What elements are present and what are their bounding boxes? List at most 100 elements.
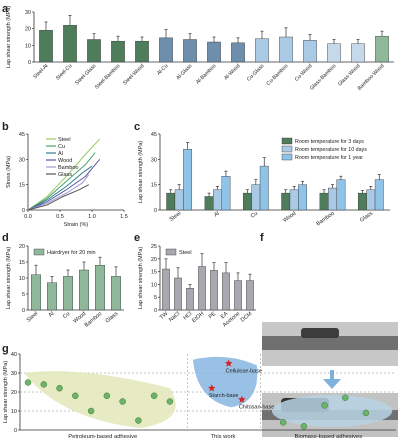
- a-bar: [327, 43, 341, 63]
- g-group-label: This work: [211, 434, 236, 440]
- b-y-tick-label: 15: [19, 183, 25, 189]
- d-x-tick-label: Cu: [62, 311, 71, 320]
- b-series-line: [27, 184, 90, 211]
- g-point-thiswork-star: [224, 359, 233, 367]
- d-legend-label: Hairdryer for 20 min: [47, 250, 96, 256]
- b-x-tick-label: 0.0: [24, 214, 32, 220]
- e-y-tick-label: 10: [151, 282, 157, 288]
- panel-letter-c: c: [134, 121, 140, 133]
- d-y-tick-label: 15: [19, 260, 25, 266]
- g-point-petroleum: [87, 407, 95, 415]
- a-x-tick-label: Glass-Wood: [337, 63, 361, 87]
- g-point-biomass: [279, 419, 287, 426]
- g-point-petroleum: [166, 398, 174, 405]
- d-bar: [47, 282, 58, 311]
- c-bar: [174, 189, 184, 211]
- g-y-axis-label: Lap shear strength (MPa): [3, 361, 9, 424]
- b-y-tick-label: 45: [19, 132, 25, 138]
- d-bar: [31, 274, 42, 311]
- c-bar: [251, 184, 261, 211]
- a-bar: [135, 40, 149, 63]
- c-legend-label: Room temperature for 10 days: [295, 147, 367, 153]
- a-bar: [351, 43, 365, 63]
- d-x-tick-label: Bamboo: [84, 311, 104, 329]
- d-y-tick-label: 10: [19, 276, 25, 282]
- e-x-tick-label: DCM: [240, 311, 254, 324]
- g-point-petroleum: [135, 417, 142, 424]
- e-bar: [210, 270, 218, 311]
- e-x-tick-label: EtOH: [191, 311, 205, 324]
- d-legend-swatch: [33, 248, 45, 256]
- g-y-tick-label: 20: [11, 390, 17, 396]
- c-bar: [374, 179, 384, 211]
- a-y-tick-label: 0: [28, 60, 31, 66]
- a-x-tick-label: Steel-Bamboo: [94, 63, 122, 91]
- a-x-tick-label: Al-Cu: [156, 63, 169, 76]
- panel-letter-a: a: [2, 3, 9, 15]
- b-legend-label: Wood: [58, 158, 72, 164]
- e-y-axis-label: Lap shear strength (MPa): [138, 247, 144, 310]
- a-x-tick-label: Cu-Glass: [246, 63, 266, 83]
- c-bar: [281, 192, 291, 211]
- e-x-tick-label: NaCl: [168, 311, 181, 323]
- panel-c: 0 15 30 45 Lap shear strength (MPa) Steel Al Cu…: [138, 132, 390, 227]
- panel-letter-g: g: [2, 343, 9, 355]
- b-legend-label: Steel: [58, 137, 71, 143]
- e-legend-swatch: [165, 248, 177, 256]
- g-point-petroleum: [72, 392, 79, 400]
- g-point-biomass: [321, 402, 328, 409]
- panel-letter-f: f: [260, 232, 264, 244]
- a-x-tick-label: Al-Glass: [175, 63, 193, 81]
- g-y-tick-label: 0: [14, 428, 17, 434]
- c-x-tick-label: Al: [213, 211, 220, 219]
- c-legend-swatch: [281, 137, 293, 145]
- e-bar: [222, 272, 230, 311]
- a-y-tick-label: 20: [25, 27, 31, 33]
- c-bar: [213, 189, 222, 211]
- c-x-tick-label: Cu: [250, 211, 259, 220]
- b-legend-label: Al: [58, 151, 63, 157]
- b-series-line: [27, 152, 96, 211]
- c-x-tick-label: Steel: [169, 211, 183, 223]
- c-bar: [242, 192, 252, 211]
- e-bar: [234, 280, 242, 311]
- g-point-petroleum: [40, 381, 48, 388]
- a-x-tick-label: Al-Wood: [223, 63, 241, 81]
- panel-letters: a b c d e f g: [2, 3, 264, 355]
- d-bar: [110, 276, 121, 311]
- a-bar: [39, 30, 53, 63]
- e-x-tick-label: EA: [220, 311, 230, 321]
- d-y-tick-label: 0: [22, 308, 25, 314]
- g-group-label: Petroleum-based adhesive: [68, 434, 137, 440]
- c-y-tick-label: 15: [151, 183, 157, 189]
- panel-letter-b: b: [2, 121, 9, 133]
- b-legend-label: Cu: [58, 144, 65, 150]
- e-legend-label: Steel: [179, 250, 192, 256]
- c-bar: [357, 192, 367, 211]
- a-x-tick-label: Cu-Wood: [294, 63, 314, 83]
- panel-a: 0 10 20 30 Lap shear strength (MPa) Steel-Al S…: [6, 6, 394, 92]
- e-y-tick-label: 15: [151, 270, 157, 276]
- a-bar: [231, 42, 245, 63]
- down-arrow-icon: [323, 370, 341, 389]
- b-y-tick-label: 0: [22, 208, 25, 214]
- g-group-label: Biomass-based adhesives: [294, 434, 362, 440]
- c-x-tick-label: Wood: [282, 211, 297, 224]
- b-y-tick-label: 30: [19, 157, 25, 163]
- a-y-tick-label: 10: [25, 43, 31, 49]
- a-x-tick-label: Cu-Bamboo: [266, 63, 290, 87]
- c-bar: [328, 187, 337, 211]
- g-point-petroleum: [103, 392, 111, 400]
- e-y-tick-label: 0: [154, 308, 157, 314]
- c-bar: [366, 189, 376, 211]
- g-point-biomass: [362, 409, 370, 417]
- d-y-axis-label: Lap shear strength (MPa): [6, 247, 12, 310]
- a-bar: [303, 40, 317, 63]
- panel-d: 0 5 10 15 20 Lap shear strength (MPa) Steel Al C…: [6, 244, 124, 329]
- c-legend-label: Room temperature for 3 days: [295, 139, 364, 145]
- a-bar: [279, 36, 293, 63]
- e-bar: [174, 277, 182, 311]
- d-x-tick-label: Steel: [26, 311, 39, 324]
- b-x-tick-label: 1.5: [120, 214, 128, 220]
